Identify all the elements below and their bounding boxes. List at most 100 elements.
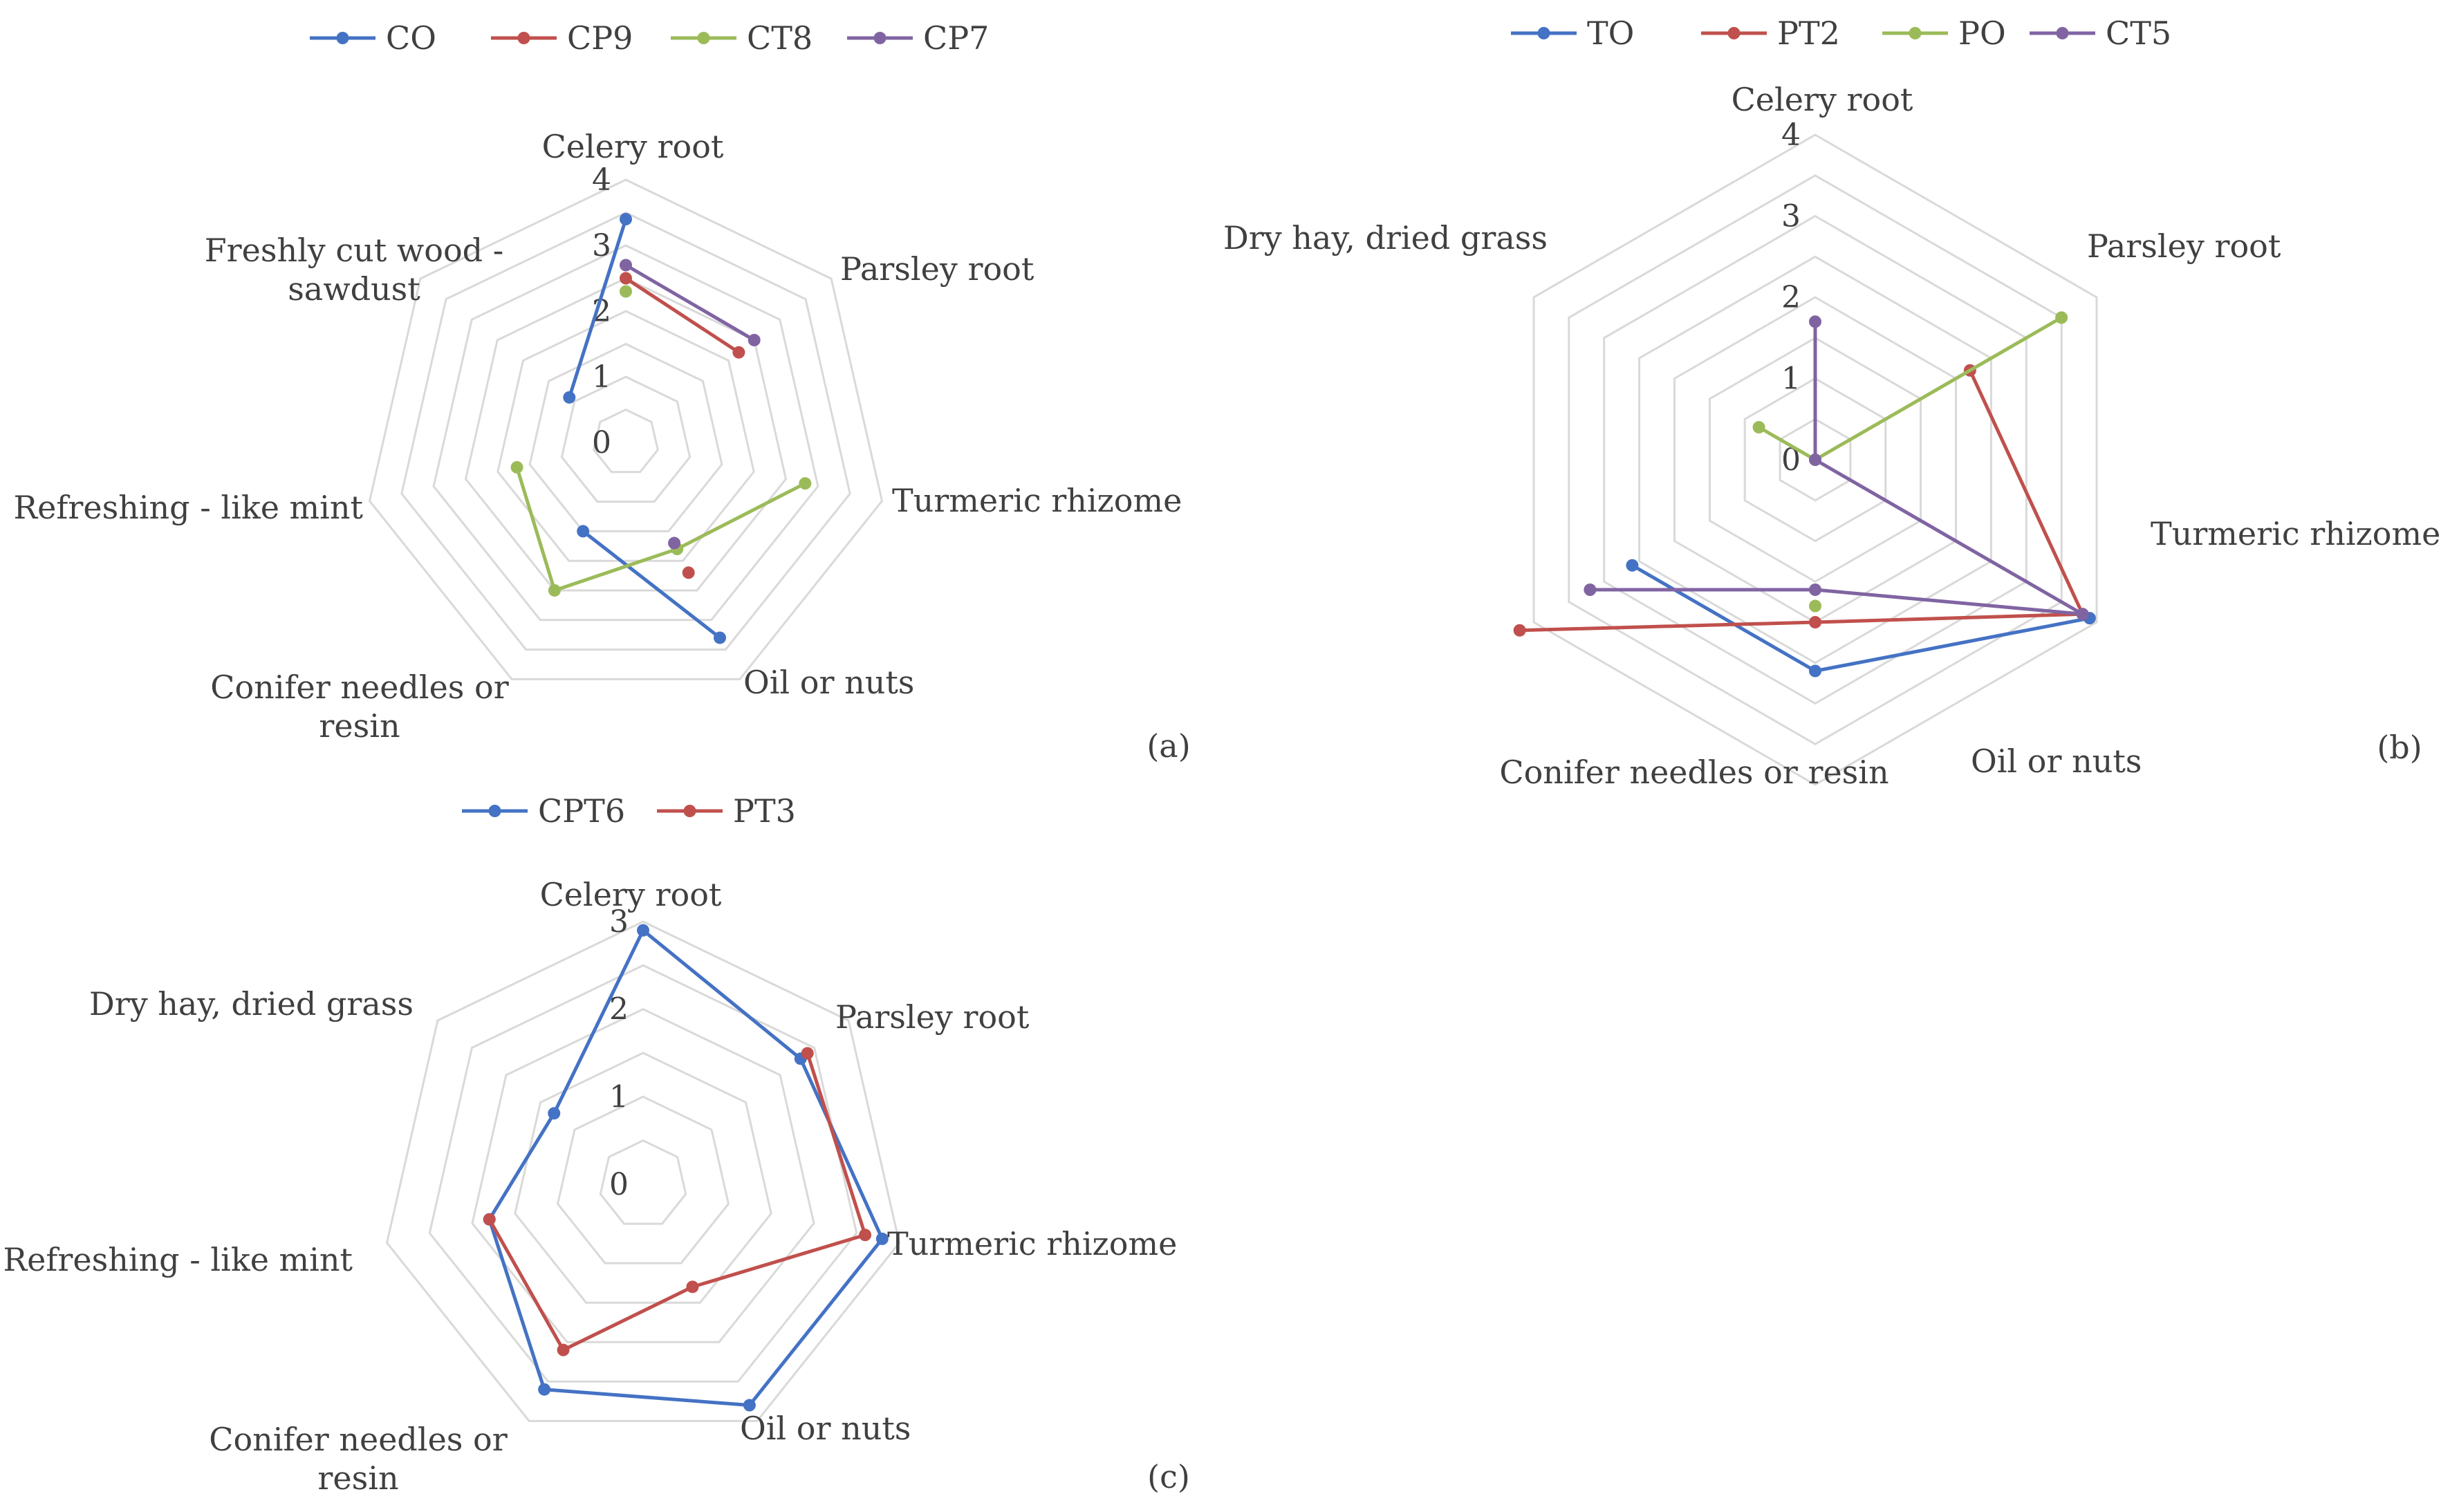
legend-label-to: TO <box>1587 15 1634 52</box>
grid-ring <box>593 408 659 474</box>
series-cp9 <box>620 272 745 579</box>
grid-ring <box>560 375 692 503</box>
data-point-co-celery-root <box>620 213 632 225</box>
data-point-cp9-parsley-root <box>732 346 745 359</box>
grid-ring <box>428 964 858 1383</box>
axis-label-dry-hay-dried-grass: Dry hay, dried grass <box>1223 219 1548 256</box>
legend-marker-ct5 <box>2056 27 2069 39</box>
legend-label-ct5: CT5 <box>2106 15 2171 52</box>
data-point-cp9-oil-or-nuts <box>682 566 695 579</box>
data-point-po-dry-hay-dried-grass <box>1752 421 1765 433</box>
panel-label: (a) <box>1147 727 1190 765</box>
series-line-pt3 <box>690 1233 867 1289</box>
data-point-cpt6-celery-root <box>637 924 649 937</box>
tick-label: 0 <box>592 425 611 460</box>
tick-label: 1 <box>609 1079 629 1114</box>
tick-label: 1 <box>1781 362 1801 397</box>
data-point-co-conifer-needles-or-resin <box>577 525 590 538</box>
series-line-pt3 <box>806 1051 867 1237</box>
grid-ring <box>556 1095 730 1264</box>
axis-label-refreshing-like-mint: Refreshing - like mint <box>14 489 364 526</box>
axis-label-parsley-root: Parsley root <box>840 250 1034 288</box>
tick-label: 0 <box>609 1167 629 1202</box>
data-point-cpt6-turmeric-rhizome <box>875 1232 889 1245</box>
data-point-pt2-conifer-needles-or-resin <box>1513 624 1526 637</box>
legend-marker-co <box>336 32 349 44</box>
data-point-co-oil-or-nuts <box>714 631 727 644</box>
legend: CO CP9 CT8 CP7 <box>310 19 989 57</box>
data-point-pt3-turmeric-rhizome <box>859 1229 872 1242</box>
legend-label-pt3: PT3 <box>733 792 796 830</box>
series-line-to <box>1813 616 2092 673</box>
legend-marker-to <box>1537 27 1550 39</box>
series-ct5 <box>1584 315 2089 621</box>
grid-ring <box>1532 133 2098 786</box>
legend-label-cpt6: CPT6 <box>538 792 625 830</box>
tick-label: 3 <box>1781 199 1801 234</box>
series-line-pt2 <box>1968 368 2085 616</box>
series-line-cpt6 <box>641 928 803 1061</box>
data-point-pt2-oil-or-nuts <box>1809 616 1821 628</box>
axis-label-celery-root: Celery root <box>540 876 722 913</box>
series-ct8 <box>510 285 812 597</box>
series-line-cpt6 <box>542 1388 752 1408</box>
legend-marker-ct8 <box>697 32 710 44</box>
series-line-pt3 <box>488 1217 566 1352</box>
axis-label-conifer-needles-or-resin: Conifer needles or resin <box>210 669 508 745</box>
panel-label: (b) <box>2377 729 2422 766</box>
legend-marker-cp7 <box>873 32 887 44</box>
axis-label-celery-root: Celery root <box>542 128 724 165</box>
series-line-pt2 <box>1518 620 1817 633</box>
grid-ring <box>471 1008 815 1343</box>
grid-ring <box>368 178 884 680</box>
series-line-ct8 <box>553 547 679 592</box>
data-point-ct5-parsley-root <box>1809 454 1821 466</box>
series-line-cpt6 <box>799 1056 884 1241</box>
data-point-ct5-conifer-needles-or-resin <box>1584 584 1597 596</box>
series-cpt6 <box>483 924 889 1412</box>
legend-label-cp7: CP7 <box>923 19 989 57</box>
axis-label-oil-or-nuts: Oil or nuts <box>740 1410 911 1447</box>
data-point-cp7-oil-or-nuts <box>668 536 681 550</box>
axis-label-parsley-root: Parsley root <box>835 998 1030 1036</box>
tick-label: 4 <box>1781 118 1801 153</box>
series-line-cpt6 <box>488 1217 546 1392</box>
legend-marker-po <box>1909 27 1922 39</box>
axis-label-parsley-root: Parsley root <box>2087 227 2281 265</box>
axis-label-conifer-needles-or-resin: Conifer needles or resin <box>209 1421 507 1497</box>
data-point-co-freshly-cut-wood-sawdust <box>563 391 576 404</box>
data-point-ct5-celery-root <box>1809 315 1821 328</box>
tick-label: 4 <box>592 162 611 198</box>
series-line-to <box>1630 563 1817 673</box>
series-line-cp9 <box>624 277 741 355</box>
series-line-ct5 <box>1813 458 2085 616</box>
legend-marker-pt3 <box>683 805 696 817</box>
legend-label-cp9: CP9 <box>567 19 633 57</box>
axis-label-turmeric-rhizome: Turmeric rhizome <box>2151 515 2440 552</box>
grid-ring <box>432 244 819 622</box>
tick-label: 3 <box>592 228 611 263</box>
data-point-po-oil-or-nuts <box>1809 599 1821 613</box>
series-pt3 <box>483 1047 872 1356</box>
series-line-po <box>1757 425 1817 462</box>
axis-label-refreshing-like-mint: Refreshing - like mint <box>3 1241 353 1278</box>
legend-marker-cpt6 <box>488 805 501 817</box>
series-line-co <box>567 217 628 400</box>
legend-label-ct8: CT8 <box>747 19 813 57</box>
tick-label: 2 <box>609 992 629 1027</box>
data-point-to-conifer-needles-or-resin <box>1626 559 1639 572</box>
panel-label: (c) <box>1147 1458 1190 1495</box>
data-point-ct8-turmeric-rhizome <box>799 477 812 490</box>
axis-label-oil-or-nuts: Oil or nuts <box>1971 743 2142 780</box>
tick-label: 3 <box>609 904 629 940</box>
series-line-cp7 <box>624 263 757 342</box>
series-line-pt2 <box>1813 612 2085 624</box>
axis-label-conifer-needles-or-resin: Conifer needles or resin <box>1499 754 1888 791</box>
grid-ring <box>464 277 788 592</box>
series-line-po <box>1813 315 2063 462</box>
series-line-ct8 <box>675 481 807 551</box>
data-point-po-parsley-root <box>2055 311 2068 324</box>
